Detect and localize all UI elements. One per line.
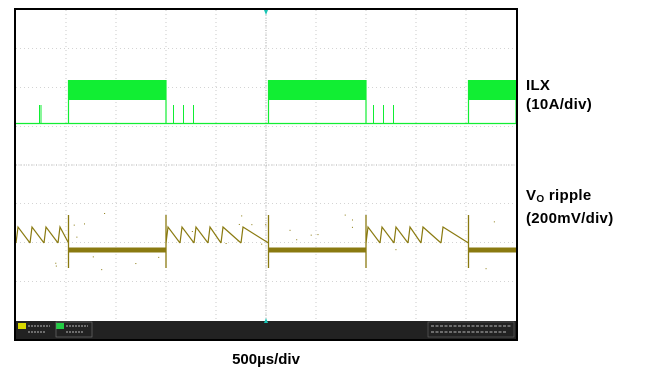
ilx-name: ILX (526, 77, 551, 94)
vo-sawtooth-tooth (220, 225, 242, 244)
vo-noise-dot (237, 240, 239, 242)
vo-ripple-trace (16, 213, 516, 271)
ilx-scale: (10A/div) (526, 96, 593, 113)
vo-sawtooth-tooth (393, 225, 409, 244)
vo-flat-segment (68, 247, 166, 253)
channel1-status-badge (18, 323, 26, 329)
vo-noise-dot (104, 213, 106, 215)
status-bar-background (16, 321, 516, 339)
vo-noise-dot (493, 221, 495, 223)
vo-noise-dot (485, 268, 487, 270)
vo-noise-dot (238, 223, 240, 225)
vo-noise-dot (351, 226, 353, 228)
vo-sawtooth-tooth (420, 225, 442, 244)
scope-status-bar (16, 321, 516, 339)
vo-channel-label: VO ripple (200mV/div) (526, 186, 614, 228)
vo-noise-dot (317, 234, 319, 236)
vo-noise-dot (92, 256, 94, 258)
vo-noise-dot (344, 214, 346, 216)
vo-sawtooth-tooth (16, 225, 31, 244)
vo-noise-dot (158, 256, 160, 258)
ilx-pulse (68, 80, 166, 100)
vo-noise-dot (191, 231, 193, 233)
ilx-pulse (268, 80, 366, 100)
vo-subscript: O (536, 194, 545, 205)
vo-noise-dot (84, 223, 86, 225)
vo-sawtooth-tooth (379, 225, 395, 244)
vo-sawtooth-tooth (43, 225, 59, 244)
vo-noise-dot (55, 262, 57, 264)
vo-scale: (200mV/div) (526, 210, 614, 227)
vo-sawtooth-tooth (179, 225, 195, 244)
vo-noise-dot (76, 236, 78, 238)
vo-name-line: VO ripple (526, 186, 614, 209)
vo-noise-dot (73, 224, 75, 226)
vo-flat-segment (468, 247, 516, 253)
vo-sawtooth-tooth (29, 225, 45, 244)
vo-sawtooth-tooth (207, 225, 222, 244)
vo-noise-dot (265, 224, 267, 226)
vo-name-suffix: ripple (544, 187, 592, 204)
trigger-markers (264, 10, 268, 323)
vo-sawtooth-tooth (165, 225, 181, 244)
vo-noise-dot (135, 263, 137, 265)
ilx-pulse (468, 80, 516, 100)
vo-noise-dot (225, 243, 227, 245)
vo-noise-dot (241, 215, 243, 217)
vo-noise-dot (351, 219, 353, 221)
vo-sawtooth-tooth (407, 225, 422, 244)
vo-noise-dot (55, 265, 57, 267)
vo-noise-dot (101, 269, 103, 271)
vo-sawtooth-tooth (57, 225, 70, 244)
time-scale-label: 500µs/div (232, 351, 300, 368)
scope-grid (16, 10, 516, 320)
channel2-status-badge (56, 323, 64, 329)
vo-sawtooth-tooth (440, 225, 469, 244)
vo-noise-dot (251, 224, 253, 226)
vo-flat-segment (268, 247, 366, 253)
oscilloscope-screen (14, 8, 518, 341)
ilx-trace (16, 80, 516, 125)
trigger-position-bottom-marker (264, 318, 268, 323)
channel2-status-box (55, 321, 93, 338)
vo-sawtooth-tooth (240, 225, 269, 244)
timebase-status-box (427, 321, 515, 338)
vo-sawtooth-tooth (193, 225, 209, 244)
ilx-channel-label: ILX (10A/div) (526, 76, 592, 114)
vo-noise-dot (261, 243, 263, 245)
vo-noise-dot (296, 239, 298, 241)
scope-plot (16, 10, 516, 339)
trigger-position-top-marker (264, 10, 268, 15)
vo-noise-dot (395, 249, 397, 251)
vo-sawtooth-tooth (365, 225, 381, 244)
vo-noise-dot (310, 234, 312, 236)
vo-noise-dot (289, 229, 291, 231)
vo-name: V (526, 187, 537, 204)
